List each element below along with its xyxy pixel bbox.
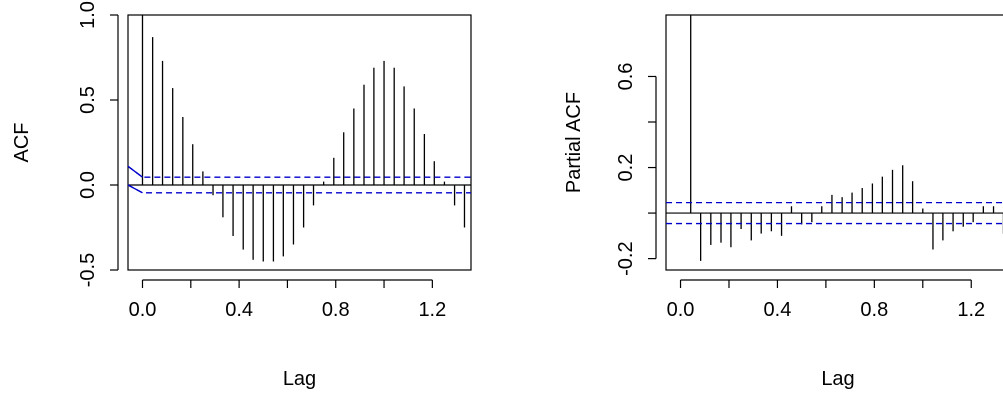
y-tick-label-1: 0.2 [615,154,637,182]
confidence-lower-edge [127,184,143,194]
y-axis-title: Partial ACF [563,92,585,193]
confidence-upper-edge [127,165,143,178]
x-tick-label-2: 0.8 [322,299,350,321]
y-tick-label-2: 0.6 [615,63,637,91]
y-tick-label-0: -0.5 [77,253,99,287]
confidence-upper [127,165,471,178]
x-tick-label-2: 0.8 [860,299,888,321]
x-tick-label-3: 1.2 [418,299,446,321]
x-axis-title: Lag [283,368,316,390]
y-tick-label-0: -0.2 [615,241,637,275]
y-axis-title: ACF [11,123,33,163]
acf-panel: 0.0 0.4 0.8 1.2 -0.5 0.0 0.5 1.0 Lag ACF [11,1,472,390]
x-axis-title: Lag [821,368,854,390]
y-tick-label-2: 0.5 [77,86,99,114]
x-tick-label-1: 0.4 [764,299,792,321]
confidence-lower [127,184,471,194]
x-tick-label-0: 0.0 [667,299,695,321]
pacf-panel: 0.0 0.4 0.8 1.2 -0.2 0.2 0.6 Lag Partial ACF [563,14,1003,390]
y-tick-label-1: 0.0 [77,171,99,199]
x-tick-label-1: 0.4 [225,299,253,321]
x-tick-label-3: 1.2 [957,299,985,321]
plot-frame [665,14,1003,271]
y-tick-label-3: 1.0 [77,1,99,29]
x-tick-label-0: 0.0 [129,299,157,321]
plot-frame [127,14,472,271]
